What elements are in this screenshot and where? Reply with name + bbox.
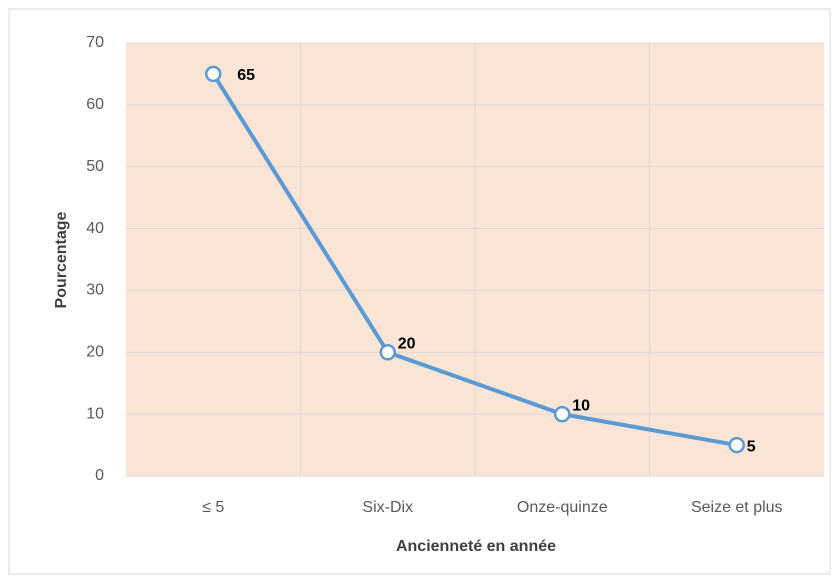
x-tick-label: ≤ 5 <box>202 499 224 516</box>
marker <box>728 436 745 454</box>
x-tick-label: Six-Dix <box>362 499 413 516</box>
y-tick-label: 50 <box>86 158 104 175</box>
y-tick-label: 10 <box>86 405 104 422</box>
marker <box>554 405 571 423</box>
data-label: 20 <box>398 336 416 353</box>
data-label: 65 <box>237 67 255 84</box>
y-tick-label: 70 <box>86 34 104 51</box>
marker <box>205 65 222 83</box>
line <box>211 72 738 448</box>
y-tick-label: 0 <box>95 467 104 484</box>
data-label: 5 <box>747 438 756 455</box>
x-tick-label: Onze-quinze <box>517 499 608 516</box>
y-tick-label: 20 <box>86 344 104 361</box>
x-axis-label: Ancienneté en année <box>396 538 556 555</box>
marker <box>379 344 396 361</box>
y-tick-label: 60 <box>86 96 104 113</box>
data-label: 10 <box>572 397 590 414</box>
y-tick-label: 30 <box>86 282 104 299</box>
y-axis-label: Pourcentage <box>53 211 70 308</box>
y-tick-label: 40 <box>86 220 104 237</box>
x-tick-label: Seize et plus <box>691 499 783 516</box>
